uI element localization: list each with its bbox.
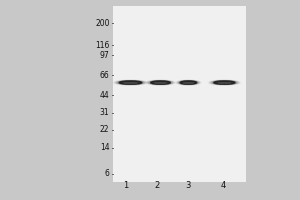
Text: 14: 14	[100, 144, 110, 152]
Ellipse shape	[178, 81, 199, 85]
Ellipse shape	[179, 81, 198, 84]
Ellipse shape	[149, 81, 172, 84]
Bar	[112, 6, 246, 182]
Ellipse shape	[180, 81, 197, 84]
Ellipse shape	[214, 81, 235, 84]
Ellipse shape	[151, 81, 170, 84]
Text: 3: 3	[185, 180, 190, 190]
Text: 66: 66	[100, 71, 110, 79]
Text: 44: 44	[100, 90, 110, 99]
Text: 97: 97	[100, 50, 110, 60]
Ellipse shape	[214, 81, 235, 84]
Ellipse shape	[116, 81, 145, 85]
Text: 116: 116	[95, 40, 109, 49]
Text: 6: 6	[105, 170, 110, 178]
Text: 4: 4	[221, 180, 226, 190]
Ellipse shape	[119, 81, 142, 84]
Ellipse shape	[148, 81, 172, 85]
Ellipse shape	[148, 81, 173, 85]
Text: 1: 1	[123, 180, 129, 190]
Ellipse shape	[151, 81, 170, 84]
Ellipse shape	[150, 81, 171, 84]
Ellipse shape	[124, 83, 137, 84]
Ellipse shape	[119, 81, 142, 84]
Ellipse shape	[212, 81, 237, 85]
Ellipse shape	[180, 81, 197, 84]
Ellipse shape	[211, 81, 238, 85]
Ellipse shape	[118, 81, 143, 84]
Text: 200: 200	[95, 19, 109, 27]
Text: kDa: kDa	[116, 0, 133, 2]
Text: 31: 31	[100, 108, 110, 117]
Ellipse shape	[218, 83, 231, 84]
Ellipse shape	[178, 81, 199, 85]
Text: 22: 22	[100, 126, 110, 134]
Ellipse shape	[116, 81, 145, 85]
Ellipse shape	[179, 81, 197, 84]
Text: 2: 2	[155, 180, 160, 190]
Ellipse shape	[118, 81, 144, 84]
Ellipse shape	[184, 83, 194, 84]
Ellipse shape	[212, 81, 237, 84]
Ellipse shape	[155, 83, 166, 84]
Ellipse shape	[213, 81, 236, 84]
